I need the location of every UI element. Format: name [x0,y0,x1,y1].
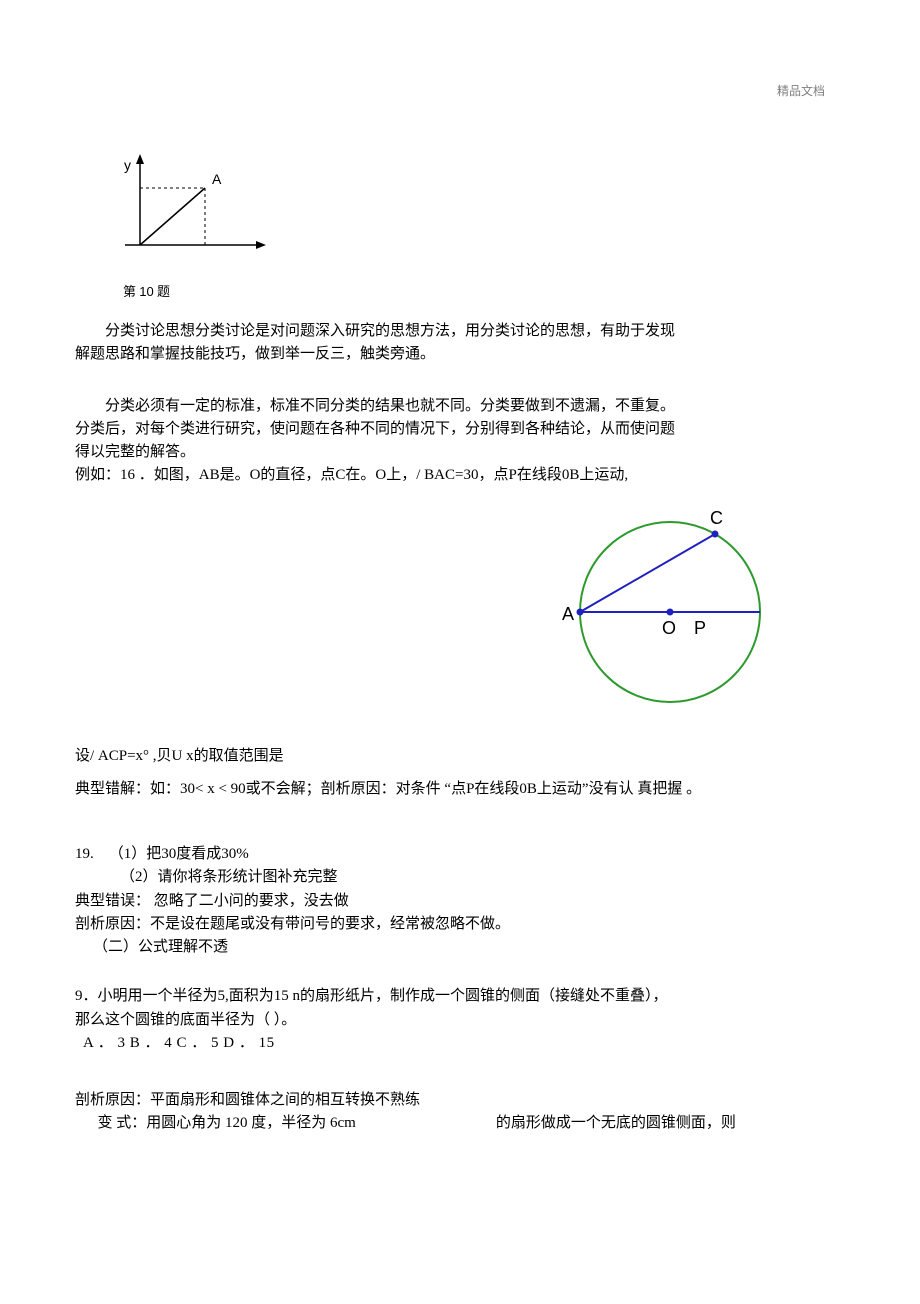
figure-1: y A [100,150,850,273]
figure1-caption-num: 10 [139,284,153,299]
figure2-label-c: C [710,508,723,528]
figure1-label-y: y [124,157,131,173]
paragraph-2-line-3: 得以完整的解答。 [75,441,850,464]
paragraph-2-line-1: 分类必须有一定的标准，标准不同分类的结果也就不同。分类要做到不遗漏，不重复。 [75,395,850,418]
figure-1-caption: 第 10 题 [123,281,850,300]
q19-line: 19. （1）把30度看成30% [75,843,850,866]
section-2-title: （二）公式理解不透 [75,936,850,959]
figure1-label-a: A [212,171,222,187]
paragraph-3-line-1: 设/ ACP=x° ,贝U x的取值范围是 [75,745,850,768]
paragraph-2-example: 例如：16 ．如图，AB是。O的直径，点C在。O上，/ BAC=30，点P在线段… [75,464,850,487]
figure-1-svg: y A [100,150,280,268]
figure-2-svg: C A O P [550,500,790,715]
q19-cause: 剖析原因：不是设在题尾或没有带问号的要求，经常被忽略不做。 [75,913,850,936]
paragraph-1-line-2: 解题思路和掌握技能技巧，做到举一反三，触类旁通。 [75,343,850,366]
q9-choices: A ． 3 B ． 4 C ． 5 D ． 15 [83,1032,850,1055]
tail-variation-a: 变 式：用圆心角为 120 度，半径为 6cm [98,1115,356,1131]
tail-variation: 变 式：用圆心角为 120 度，半径为 6cm 的扇形做成一个无底的圆锥侧面，则 [75,1112,850,1135]
figure2-label-a: A [562,604,574,624]
q19-number: 19. [75,846,94,862]
paragraph-3-line-2: 典型错解：如：30< x < 90或不会解；剖析原因：对条件 “点P在线段0B上… [75,778,850,801]
figure1-caption-suffix: 题 [154,284,170,299]
header-watermark: 精品文档 [777,82,825,99]
figure1-caption-prefix: 第 [123,284,139,299]
q19-sub1: （1）把30度看成30% [109,846,249,862]
tail-variation-b: 的扇形做成一个无底的圆锥侧面，则 [496,1115,736,1131]
q19-error: 典型错误： 忽略了二小问的要求，没去做 [75,890,850,913]
figure2-label-o: O [662,618,676,638]
figure-2-wrapper: C A O P [75,500,850,715]
q9-line-2: 那么这个圆锥的底面半径为（ ）。 [75,1009,850,1032]
paragraph-2-line-2: 分类后，对每个类进行研究，使问题在各种不同的情况下，分别得到各种结论，从而使问题 [75,418,850,441]
q19-sub2: （2）请你将条形统计图补充完整 [75,866,850,889]
paragraph-1-line-1: 分类讨论思想分类讨论是对问题深入研究的思想方法，用分类讨论的思想，有助于发现 [75,320,850,343]
tail-cause: 剖析原因：平面扇形和圆锥体之间的相互转换不熟练 [75,1089,850,1112]
q9-line-1: 9．小明用一个半径为5,面积为15 n的扇形纸片，制作成一个圆锥的侧面（接缝处不… [75,985,850,1008]
figure2-label-p: P [694,618,706,638]
